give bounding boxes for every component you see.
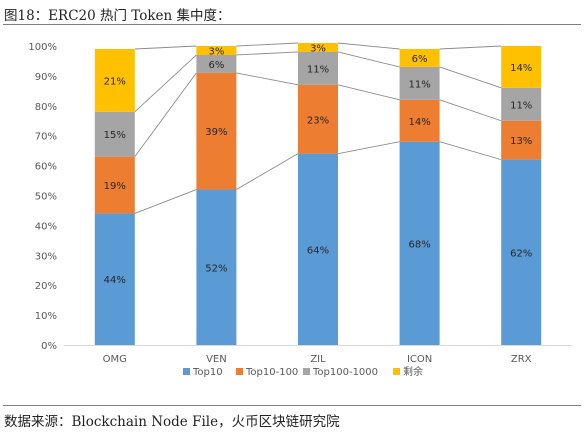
data-label: 68% — [408, 239, 430, 250]
bar-segment — [501, 120, 542, 160]
bar-segment — [399, 141, 440, 345]
y-tick-label: 80% — [35, 102, 57, 113]
series-line — [337, 42, 400, 50]
page-title: 图18：ERC20 热门 Token 集中度： — [4, 8, 231, 24]
y-tick-label: 30% — [35, 251, 57, 262]
data-label: 13% — [510, 136, 532, 147]
series-line — [134, 189, 197, 214]
data-label: 23% — [307, 115, 329, 126]
bar-segment — [196, 46, 237, 55]
bar-segment — [501, 87, 542, 121]
x-axis: OMG VEN ZIL ICON ZRX — [64, 345, 572, 365]
series-line — [134, 54, 197, 113]
data-labels: 44% 52% 64% 68% 62% 19% 39% 23% 14% 13% 15% 6% 11% 11… — [104, 43, 533, 286]
x-tick-label: VEN — [206, 354, 227, 365]
data-label: 11% — [408, 79, 430, 90]
series-line — [337, 51, 400, 68]
series-line — [236, 72, 299, 86]
bar-segment — [94, 213, 135, 345]
data-label: 6% — [412, 54, 428, 65]
x-tick-label: ZIL — [310, 354, 326, 365]
series-lines — [134, 42, 502, 214]
data-label: 64% — [307, 245, 329, 256]
legend-swatch — [393, 368, 400, 375]
title-divider — [3, 24, 581, 25]
data-label: 15% — [104, 130, 126, 141]
legend-label: Top100-1000 — [312, 367, 378, 378]
bar-segment — [298, 43, 338, 52]
legend-swatch — [236, 368, 243, 375]
bar-segment — [196, 54, 237, 73]
y-tick-label: 100% — [28, 42, 57, 53]
bar-segment — [94, 48, 135, 112]
y-tick-label: 10% — [35, 311, 57, 322]
y-tick-label: 50% — [35, 192, 57, 203]
bar-segment — [94, 111, 135, 157]
series-line — [439, 99, 502, 122]
legend-label: Top10 — [192, 367, 223, 378]
data-label: 21% — [104, 76, 126, 87]
y-tick-label: 0% — [41, 341, 57, 352]
bar-segment — [399, 99, 440, 142]
data-label: 11% — [307, 64, 329, 75]
bar-segment — [196, 72, 237, 190]
series-line — [134, 72, 197, 157]
bar-segment — [94, 156, 135, 214]
bar-segment — [399, 48, 440, 67]
x-tick-label: OMG — [103, 354, 127, 365]
y-tick-label: 60% — [35, 162, 57, 173]
data-label: 19% — [104, 181, 126, 192]
data-label: 52% — [205, 263, 227, 274]
series-line — [236, 51, 299, 56]
series-line — [337, 141, 400, 155]
bar-segment — [501, 159, 542, 345]
series-line — [134, 45, 197, 50]
legend-swatch — [303, 368, 310, 375]
y-tick-label: 20% — [35, 281, 57, 292]
bar-segment — [298, 84, 338, 154]
data-label: 3% — [310, 43, 326, 54]
legend-label: Top10-100 — [245, 367, 298, 378]
series-line — [439, 141, 502, 161]
series-line — [439, 45, 502, 50]
x-tick-label: ZRX — [511, 354, 532, 365]
bars — [94, 43, 542, 345]
series-line — [236, 42, 299, 47]
bar-segment — [501, 46, 542, 88]
data-label: 44% — [104, 275, 126, 286]
bar-segment — [298, 51, 338, 85]
data-label: 6% — [208, 60, 224, 71]
series-line — [337, 84, 400, 101]
data-label: 3% — [208, 46, 224, 57]
data-label: 14% — [510, 63, 532, 74]
data-label: 62% — [510, 248, 532, 259]
source-note: 数据来源：Blockchain Node File，火币区块链研究院 — [4, 414, 340, 430]
legend-swatch — [183, 368, 190, 375]
y-tick-label: 90% — [35, 72, 57, 83]
series-line — [439, 66, 502, 89]
bar-segment — [298, 153, 338, 345]
legend-label: 剩余 — [403, 365, 423, 378]
bar-segment — [399, 66, 440, 100]
y-tick-label: 70% — [35, 132, 57, 143]
data-label: 39% — [205, 127, 227, 138]
data-label: 11% — [510, 100, 532, 111]
y-tick-label: 40% — [35, 221, 57, 232]
series-line — [236, 153, 299, 190]
source-divider — [3, 405, 581, 406]
data-label: 14% — [408, 117, 430, 128]
y-axis: 0% 10% 20% 30% 40% 50% 60% 70% 80% 90% 100% — [28, 42, 57, 352]
x-tick-label: ICON — [407, 354, 432, 365]
bar-segment — [196, 189, 237, 345]
legend: Top10 Top10-100 Top100-1000 剩余 — [183, 365, 423, 378]
